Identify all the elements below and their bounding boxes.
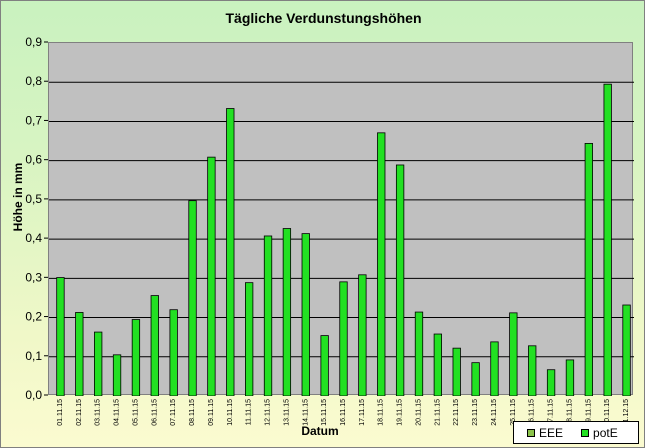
bar-pote — [226, 108, 235, 397]
x-tick-label: 05.11.15 — [132, 399, 139, 426]
bar-pote — [244, 282, 254, 397]
chart-title: Tägliche Verdunstungshöhen — [225, 10, 422, 26]
x-tick-label: 21.11.15 — [434, 399, 441, 426]
plot-area — [48, 42, 634, 397]
x-tick-label: 22.11.15 — [453, 399, 460, 426]
y-tick-label: 0,0 — [25, 388, 42, 402]
bar-chart-svg — [49, 81, 634, 397]
bar-pote — [207, 156, 216, 397]
x-tick-label: 03.11.15 — [95, 399, 102, 426]
legend: EEE potE — [513, 421, 639, 444]
bar-pote — [358, 274, 367, 397]
x-tick-label: 11.11.15 — [246, 399, 253, 425]
bar-pote — [395, 164, 405, 397]
x-axis-title: Datum — [301, 424, 339, 438]
y-tick-label: 0,8 — [25, 74, 42, 88]
bar-pote — [112, 354, 122, 397]
legend-label-pote: potE — [593, 425, 618, 440]
x-tick-label: 17.11.15 — [359, 399, 366, 426]
bar-pote — [622, 304, 631, 397]
bar-pote — [339, 281, 348, 397]
x-tick-label: 16.11.15 — [340, 399, 347, 426]
y-tick-label: 0,6 — [25, 153, 42, 167]
bar-pote — [188, 200, 197, 397]
x-tick-label: 15.11.15 — [321, 399, 328, 426]
bar-pote — [528, 345, 537, 397]
x-tick-label: 20.11.15 — [415, 399, 422, 426]
legend-swatch-pote — [581, 428, 590, 437]
x-tick-label: 07.11.15 — [170, 399, 177, 426]
y-tick-label: 0,4 — [25, 231, 42, 245]
bar-pote — [320, 335, 329, 397]
bar-pote — [94, 331, 103, 397]
x-tick-label: 10.11.15 — [227, 399, 234, 426]
y-tick-label: 0,3 — [25, 270, 42, 284]
bar-pote — [301, 233, 310, 397]
bar-pote — [603, 83, 612, 397]
bar-pote — [565, 359, 575, 397]
bar-pote — [377, 132, 386, 397]
x-tick-label: 06.11.15 — [151, 399, 158, 426]
x-tick-label: 18.11.15 — [378, 399, 385, 426]
x-tick-label: 04.11.15 — [114, 399, 121, 426]
legend-item-eee: EEE — [527, 426, 563, 440]
y-tick-label: 0,9 — [25, 35, 42, 49]
legend-swatch-eee — [527, 428, 535, 437]
bar-pote — [75, 312, 84, 397]
bar-pote — [490, 341, 499, 397]
legend-item-pote: potE — [581, 426, 618, 440]
x-tick-label: 14.11.15 — [302, 399, 309, 426]
bar-pote — [131, 319, 141, 397]
x-tick-label: 24.11.15 — [491, 399, 498, 426]
bar-pote — [433, 333, 443, 397]
bar-pote — [452, 347, 461, 397]
x-tick-label: 08.11.15 — [189, 399, 196, 426]
legend-label-eee: EEE — [539, 425, 564, 440]
bar-pote — [546, 369, 556, 397]
x-tick-label: 09.11.15 — [208, 399, 215, 426]
y-tick-label: 0,1 — [25, 349, 42, 363]
bar-pote — [56, 277, 65, 397]
bar-pote — [509, 312, 518, 397]
x-tick-label: 01.11.15 — [57, 399, 64, 426]
x-tick-label: 19.11.15 — [397, 399, 404, 426]
x-tick-label: 12.11.15 — [265, 399, 272, 426]
bar-pote — [282, 228, 292, 397]
y-tick-label: 0,5 — [25, 192, 42, 206]
bar-pote — [471, 362, 480, 397]
bar-pote — [584, 143, 593, 397]
x-tick-label: 02.11.15 — [76, 399, 83, 426]
y-tick-label: 0,7 — [25, 113, 42, 127]
bar-pote — [150, 295, 159, 397]
x-tick-label: 13.11.15 — [283, 399, 290, 426]
x-tick-label: 23.11.15 — [472, 399, 479, 426]
y-axis-title: Höhe in mm — [11, 162, 25, 232]
bar-pote — [169, 309, 178, 397]
y-tick-label: 0,2 — [25, 310, 42, 324]
bar-pote — [263, 235, 273, 397]
bar-pote — [414, 311, 424, 397]
